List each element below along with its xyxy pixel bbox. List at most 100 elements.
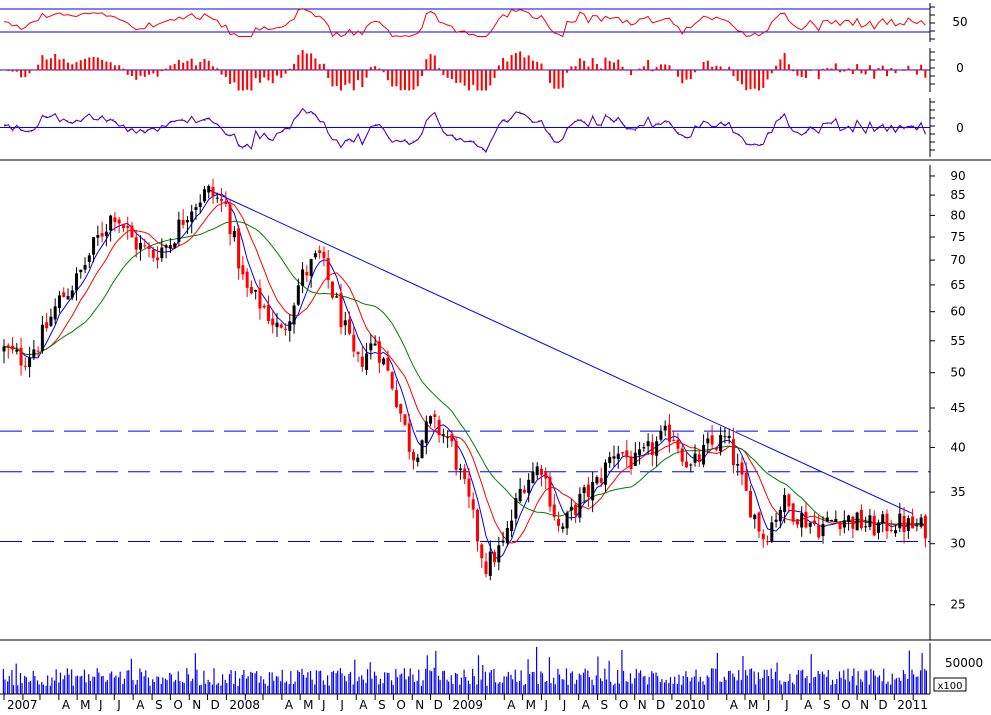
candle-body: [79, 269, 83, 273]
candle: [646, 433, 650, 455]
candle-body: [416, 457, 420, 462]
candle-body: [279, 324, 283, 328]
volume-bar: [412, 674, 414, 694]
volume-bar: [767, 675, 770, 694]
candle-body: [373, 343, 377, 346]
candle-body: [527, 479, 531, 493]
volume-bar: [887, 681, 889, 694]
candle-body: [296, 285, 300, 305]
volume-bar: [806, 675, 808, 694]
time-tick-label: 2008: [229, 698, 260, 711]
candle-body: [505, 527, 509, 544]
volume-bar: [523, 685, 525, 694]
volume-bar: [160, 683, 162, 694]
histogram-bar: [668, 65, 671, 71]
volume-bar: [776, 662, 778, 694]
histogram-bar: [506, 61, 509, 71]
volume-bar: [601, 681, 603, 694]
volume-bar: [443, 670, 445, 694]
candle: [87, 253, 91, 269]
volume-bar: [92, 676, 94, 694]
candle-body: [220, 198, 224, 201]
histogram-bar: [433, 55, 436, 71]
candle-body: [697, 454, 701, 462]
price-tick-label: 35: [950, 485, 965, 499]
histogram-bar: [216, 68, 219, 71]
price-tick-label: 50: [950, 366, 965, 380]
volume-bar: [563, 679, 565, 694]
candle-body: [139, 242, 143, 250]
candle: [778, 506, 782, 529]
candle: [795, 519, 799, 529]
volume-bar: [273, 680, 275, 694]
candle-body: [693, 453, 697, 463]
candle: [889, 520, 893, 533]
candle: [638, 441, 642, 465]
histogram-bar: [574, 66, 577, 71]
candle-body: [207, 185, 211, 193]
volume-bar: [831, 679, 834, 694]
volume-bar: [113, 677, 115, 694]
candle: [463, 464, 467, 485]
candle: [919, 513, 923, 529]
volume-bar: [783, 681, 785, 694]
volume-bar: [655, 672, 657, 694]
volume-bar: [220, 685, 222, 694]
candle-body: [552, 504, 556, 517]
volume-bar: [895, 678, 898, 694]
volume-bar: [917, 676, 919, 694]
volume-bar: [708, 677, 710, 694]
candle-body: [215, 197, 219, 199]
volume-bar: [297, 670, 299, 694]
time-tick-label: J: [98, 698, 103, 711]
candle: [177, 211, 181, 247]
candle: [667, 414, 671, 453]
candle-body: [143, 245, 147, 247]
histogram-bar: [412, 70, 415, 90]
volume-panel: [2, 646, 927, 694]
volume-bar: [800, 670, 802, 694]
volume-bar: [59, 672, 62, 694]
candle-body: [471, 499, 475, 510]
histogram-bar: [851, 70, 854, 74]
time-tick-label: A: [136, 698, 145, 711]
candle: [399, 403, 403, 423]
candle-body: [808, 522, 812, 527]
volume-bar: [267, 685, 269, 694]
histogram-bar: [600, 68, 603, 71]
candle-body: [446, 436, 450, 438]
volume-bar: [527, 659, 529, 694]
candle: [40, 316, 44, 354]
candle-body: [301, 269, 305, 286]
candle: [130, 221, 134, 238]
histogram-bar: [467, 70, 470, 91]
candle-body: [557, 518, 561, 526]
histogram-bar: [344, 70, 347, 85]
histogram-bar: [608, 61, 611, 71]
volume-bar: [686, 677, 689, 694]
candle-body: [194, 207, 198, 210]
volume-bar: [254, 673, 256, 694]
candle-body: [241, 265, 245, 275]
candle-body: [2, 346, 6, 352]
candle-body: [638, 449, 642, 456]
price-tick-label: 90: [950, 169, 965, 183]
volume-bar: [24, 675, 26, 694]
candle-body: [838, 521, 842, 530]
histogram-bar: [267, 70, 270, 81]
volume-bar: [565, 668, 568, 694]
volume-bar: [507, 671, 509, 694]
volume-bar: [358, 676, 360, 694]
candle-body: [488, 551, 492, 576]
volume-bar: [486, 685, 488, 694]
histogram-bar: [860, 70, 863, 74]
volume-bar: [345, 681, 347, 694]
candle: [719, 426, 723, 456]
histogram-bar: [924, 70, 927, 78]
candle: [318, 245, 322, 259]
candle: [766, 535, 770, 546]
histogram-bar: [148, 70, 151, 75]
histogram-bar: [792, 70, 795, 72]
histogram-bar: [540, 63, 543, 71]
histogram-bar: [280, 70, 283, 78]
